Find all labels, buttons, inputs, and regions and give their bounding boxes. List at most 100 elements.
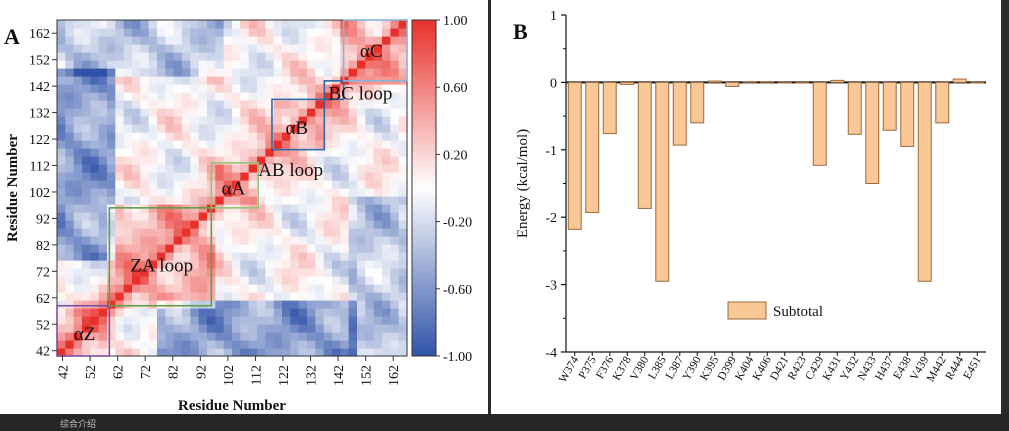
heatmap-cell bbox=[182, 300, 191, 309]
heatmap-cell bbox=[182, 212, 191, 221]
heatmap-cell bbox=[340, 180, 350, 189]
heatmap-cell bbox=[273, 92, 283, 101]
heatmap-cell bbox=[373, 44, 383, 53]
heatmap-cell bbox=[73, 228, 83, 237]
heatmap-cell bbox=[398, 116, 408, 125]
heatmap-cell bbox=[207, 156, 216, 165]
heatmap-cell bbox=[148, 268, 158, 277]
heatmap-cell bbox=[357, 268, 366, 277]
heatmap-cell bbox=[382, 188, 391, 197]
heatmap-cell bbox=[148, 36, 158, 45]
heatmap-cell bbox=[140, 348, 150, 357]
heatmap-cell bbox=[65, 92, 75, 101]
heatmap-cell bbox=[182, 284, 191, 293]
heatmap-cell bbox=[390, 252, 400, 261]
heatmap-cell bbox=[390, 324, 400, 333]
x-tick-label: 82 bbox=[167, 365, 182, 379]
heatmap-cell bbox=[273, 332, 283, 341]
heatmap-cell bbox=[315, 244, 325, 253]
heatmap-cell bbox=[232, 100, 241, 109]
heatmap-cell bbox=[98, 156, 108, 165]
heatmap-cell bbox=[182, 108, 191, 117]
heatmap-cell bbox=[157, 100, 166, 109]
heatmap-cell bbox=[182, 116, 191, 125]
heatmap-cell bbox=[373, 228, 383, 237]
heatmap-cell bbox=[207, 132, 216, 141]
heatmap-cell bbox=[248, 84, 258, 93]
heatmap-cell bbox=[132, 116, 141, 125]
heatmap-cell bbox=[223, 300, 233, 309]
heatmap-cell bbox=[215, 268, 225, 277]
heatmap-cell bbox=[257, 188, 266, 197]
heatmap-cell bbox=[240, 76, 250, 85]
heatmap-cell bbox=[132, 220, 141, 229]
heatmap-cell bbox=[223, 84, 233, 93]
y-tick-label: -3 bbox=[545, 279, 557, 294]
heatmap-cell bbox=[348, 108, 358, 117]
heatmap-cell bbox=[248, 156, 258, 165]
heatmap-cell bbox=[373, 204, 383, 213]
heatmap-cell bbox=[215, 100, 225, 109]
heatmap-cell bbox=[348, 324, 358, 333]
heatmap-cell bbox=[223, 316, 233, 325]
heatmap-cell bbox=[290, 332, 300, 341]
heatmap-cell bbox=[382, 132, 391, 141]
heatmap-cell bbox=[148, 196, 158, 205]
heatmap-cell bbox=[165, 276, 175, 285]
heatmap-cell bbox=[240, 20, 250, 29]
heatmap-cell bbox=[98, 100, 108, 109]
heatmap-cell bbox=[215, 236, 225, 245]
heatmap-cell bbox=[265, 52, 275, 61]
heatmap-cell bbox=[157, 44, 166, 53]
heatmap-cell bbox=[382, 260, 391, 269]
heatmap-cell bbox=[123, 292, 133, 301]
heatmap-cell bbox=[123, 244, 133, 253]
heatmap-cell bbox=[190, 44, 200, 53]
heatmap-cell bbox=[182, 100, 191, 109]
heatmap-cell bbox=[65, 292, 75, 301]
heatmap-cell bbox=[65, 348, 75, 357]
heatmap-cell bbox=[315, 100, 325, 109]
heatmap-cell bbox=[98, 172, 108, 181]
heatmap-cell bbox=[82, 316, 91, 325]
heatmap-cell bbox=[165, 36, 175, 45]
heatmap-cell bbox=[398, 108, 408, 117]
heatmap-cell bbox=[357, 84, 366, 93]
heatmap-cell bbox=[98, 52, 108, 61]
heatmap-cell bbox=[373, 68, 383, 77]
heatmap-cell bbox=[240, 228, 250, 237]
heatmap-cell bbox=[315, 300, 325, 309]
heatmap-cell bbox=[298, 140, 308, 149]
heatmap-cell bbox=[315, 268, 325, 277]
heatmap-cell bbox=[73, 316, 83, 325]
heatmap-cell bbox=[390, 244, 400, 253]
heatmap-cell bbox=[165, 236, 175, 245]
heatmap-cell bbox=[332, 348, 341, 357]
heatmap-cell bbox=[73, 332, 83, 341]
heatmap-cell bbox=[357, 100, 366, 109]
heatmap-cell bbox=[57, 148, 66, 157]
heatmap-cell bbox=[373, 196, 383, 205]
heatmap-cell bbox=[132, 228, 141, 237]
heatmap-cell bbox=[123, 100, 133, 109]
heatmap-cell bbox=[365, 108, 375, 117]
heatmap-cell bbox=[140, 244, 150, 253]
heatmap-cell bbox=[198, 44, 208, 53]
heatmap-cell bbox=[215, 116, 225, 125]
heatmap-cell bbox=[140, 92, 150, 101]
heatmap-cell bbox=[340, 316, 350, 325]
heatmap-cell bbox=[240, 132, 250, 141]
heatmap-cell bbox=[298, 308, 308, 317]
heatmap-cell bbox=[82, 92, 91, 101]
heatmap-cell bbox=[207, 116, 216, 125]
heatmap-cell bbox=[332, 340, 341, 349]
heatmap-cell bbox=[365, 92, 375, 101]
heatmap-cell bbox=[157, 148, 166, 157]
heatmap-cell bbox=[240, 180, 250, 189]
heatmap-cell bbox=[207, 44, 216, 53]
heatmap-cell bbox=[332, 292, 341, 301]
heatmap-cell bbox=[57, 220, 66, 229]
heatmap-cell bbox=[240, 60, 250, 69]
heatmap-cell bbox=[273, 52, 283, 61]
